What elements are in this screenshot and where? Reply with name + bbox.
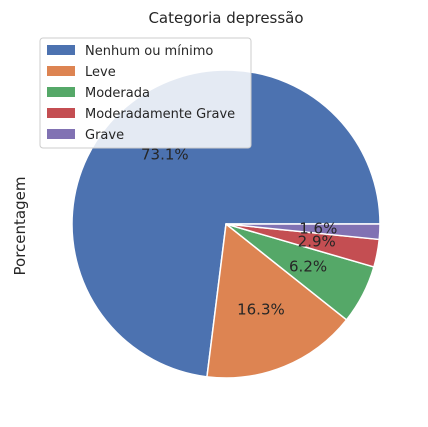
chart-title: Categoria depressão bbox=[148, 9, 303, 27]
pie-slice bbox=[225, 223, 381, 241]
legend-entry: Nenhum ou mínimo bbox=[85, 44, 213, 59]
legend-entry: Moderadamente Grave bbox=[85, 107, 235, 122]
legend-swatch bbox=[47, 45, 75, 55]
pie-value-label: 73.1% bbox=[141, 146, 189, 164]
legend-frame bbox=[39, 37, 252, 149]
legend-entry: Leve bbox=[85, 65, 116, 80]
legend-entry: Moderada bbox=[85, 86, 150, 101]
legend-swatch bbox=[47, 87, 75, 97]
legend-entry: Grave bbox=[85, 128, 124, 143]
legend-swatch bbox=[47, 66, 75, 76]
pie-value-label: 16.3% bbox=[237, 301, 285, 319]
pie-value-label: 1.6% bbox=[299, 220, 337, 238]
pie-value-labels: 73.1% 16.3% 6.2% 2.9%1.6% bbox=[141, 146, 337, 319]
y-axis-label: Porcentagem bbox=[11, 177, 29, 276]
legend: Nenhum ou mínimo Leve Moderada Moderadament… bbox=[39, 37, 252, 149]
legend-swatch bbox=[47, 129, 75, 139]
pie-value-label: 2.9% bbox=[298, 233, 336, 251]
pie-value-label: 6.2% bbox=[289, 257, 327, 275]
pie-slice bbox=[206, 223, 348, 379]
legend-swatch bbox=[47, 108, 75, 118]
